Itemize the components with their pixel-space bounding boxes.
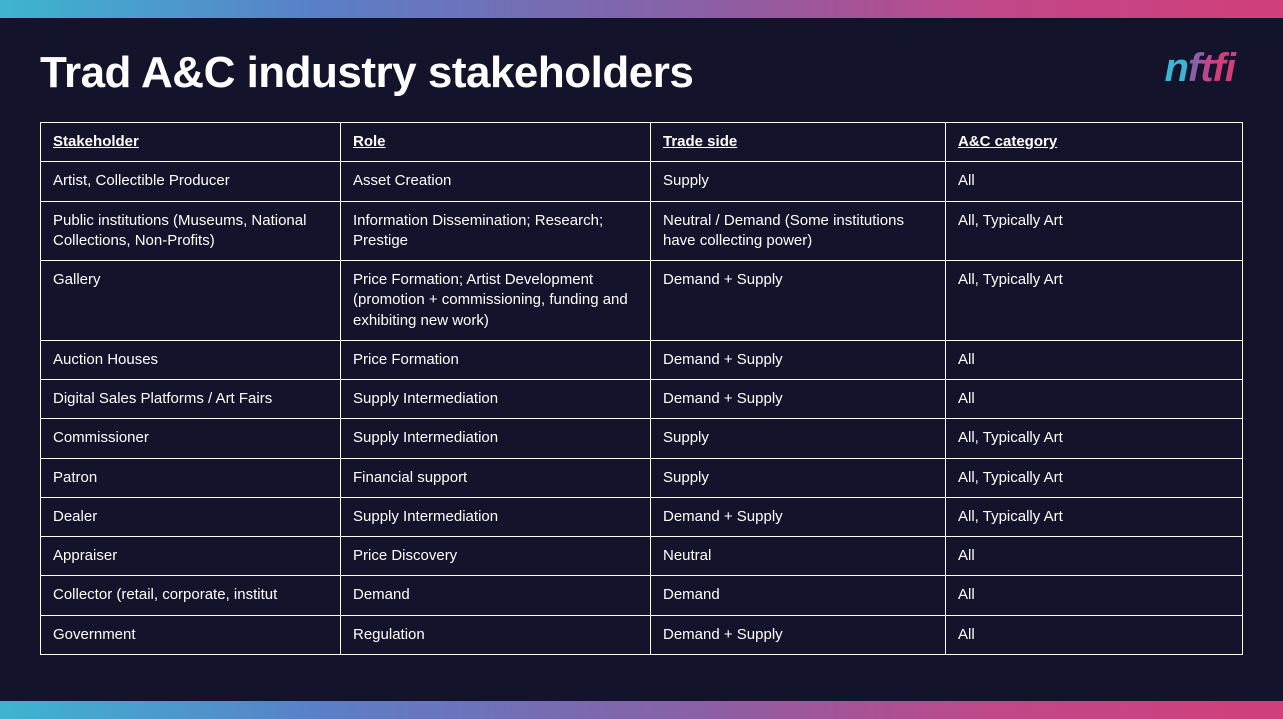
table-cell: Government xyxy=(41,615,341,654)
table-row: Public institutions (Museums, National C… xyxy=(41,201,1243,261)
table-row: GalleryPrice Formation; Artist Developme… xyxy=(41,261,1243,341)
table-cell: Digital Sales Platforms / Art Fairs xyxy=(41,380,341,419)
logo-letter-n: n xyxy=(1164,46,1187,90)
table-row: Artist, Collectible ProducerAsset Creati… xyxy=(41,162,1243,201)
header-row: Trad A&C industry stakeholders nftfi xyxy=(40,48,1243,98)
table-cell: Auction Houses xyxy=(41,340,341,379)
table-cell: All, Typically Art xyxy=(946,458,1243,497)
table-cell: Price Formation; Artist Development (pro… xyxy=(341,261,651,341)
table-cell: Dealer xyxy=(41,497,341,536)
table-cell: Collector (retail, corporate, institut xyxy=(41,576,341,615)
table-cell: Price Formation xyxy=(341,340,651,379)
col-header-stakeholder: Stakeholder xyxy=(41,123,341,162)
table-row: Auction HousesPrice FormationDemand + Su… xyxy=(41,340,1243,379)
table-cell: Patron xyxy=(41,458,341,497)
table-row: GovernmentRegulationDemand + SupplyAll xyxy=(41,615,1243,654)
table-header-row: Stakeholder Role Trade side A&C category xyxy=(41,123,1243,162)
stakeholders-table: Stakeholder Role Trade side A&C category… xyxy=(40,122,1243,655)
top-gradient-bar xyxy=(0,0,1283,18)
table-cell: Asset Creation xyxy=(341,162,651,201)
table-cell: Supply xyxy=(651,458,946,497)
table-cell: Supply Intermediation xyxy=(341,419,651,458)
table-cell: All, Typically Art xyxy=(946,261,1243,341)
table-cell: Demand xyxy=(651,576,946,615)
table-cell: Demand + Supply xyxy=(651,380,946,419)
table-cell: All xyxy=(946,576,1243,615)
logo-letter-fi: fi xyxy=(1213,46,1235,90)
table-row: DealerSupply IntermediationDemand + Supp… xyxy=(41,497,1243,536)
table-cell: Gallery xyxy=(41,261,341,341)
table-cell: Neutral / Demand (Some institutions have… xyxy=(651,201,946,261)
col-header-trade-side: Trade side xyxy=(651,123,946,162)
table-cell: Demand xyxy=(341,576,651,615)
table-cell: All, Typically Art xyxy=(946,419,1243,458)
table-cell: All xyxy=(946,340,1243,379)
nftfi-logo: nftfi xyxy=(1164,46,1235,91)
logo-letter-f: f xyxy=(1188,46,1200,90)
table-cell: Information Dissemination; Research; Pre… xyxy=(341,201,651,261)
table-cell: Demand + Supply xyxy=(651,615,946,654)
table-cell: All xyxy=(946,380,1243,419)
table-cell: Artist, Collectible Producer xyxy=(41,162,341,201)
table-cell: Appraiser xyxy=(41,537,341,576)
table-cell: All xyxy=(946,162,1243,201)
table-cell: All, Typically Art xyxy=(946,201,1243,261)
table-cell: Supply xyxy=(651,162,946,201)
table-cell: Financial support xyxy=(341,458,651,497)
table-cell: Demand + Supply xyxy=(651,261,946,341)
table-cell: Price Discovery xyxy=(341,537,651,576)
table-cell: Demand + Supply xyxy=(651,497,946,536)
table-body: Artist, Collectible ProducerAsset Creati… xyxy=(41,162,1243,655)
table-cell: Supply Intermediation xyxy=(341,380,651,419)
col-header-ac-category: A&C category xyxy=(946,123,1243,162)
table-row: Digital Sales Platforms / Art FairsSuppl… xyxy=(41,380,1243,419)
table-cell: Regulation xyxy=(341,615,651,654)
table-cell: Commissioner xyxy=(41,419,341,458)
table-cell: Demand + Supply xyxy=(651,340,946,379)
table-cell: Supply xyxy=(651,419,946,458)
table-cell: All xyxy=(946,615,1243,654)
logo-letter-t: t xyxy=(1200,46,1212,90)
table-cell: Public institutions (Museums, National C… xyxy=(41,201,341,261)
table-row: AppraiserPrice DiscoveryNeutralAll xyxy=(41,537,1243,576)
table-cell: Neutral xyxy=(651,537,946,576)
table-cell: All xyxy=(946,537,1243,576)
col-header-role: Role xyxy=(341,123,651,162)
table-cell: All, Typically Art xyxy=(946,497,1243,536)
bottom-gradient-bar xyxy=(0,701,1283,719)
table-row: CommissionerSupply IntermediationSupplyA… xyxy=(41,419,1243,458)
page-title: Trad A&C industry stakeholders xyxy=(40,48,693,98)
table-row: Collector (retail, corporate, institutDe… xyxy=(41,576,1243,615)
table-row: PatronFinancial supportSupplyAll, Typica… xyxy=(41,458,1243,497)
table-cell: Supply Intermediation xyxy=(341,497,651,536)
slide-content: Trad A&C industry stakeholders nftfi Sta… xyxy=(0,18,1283,655)
